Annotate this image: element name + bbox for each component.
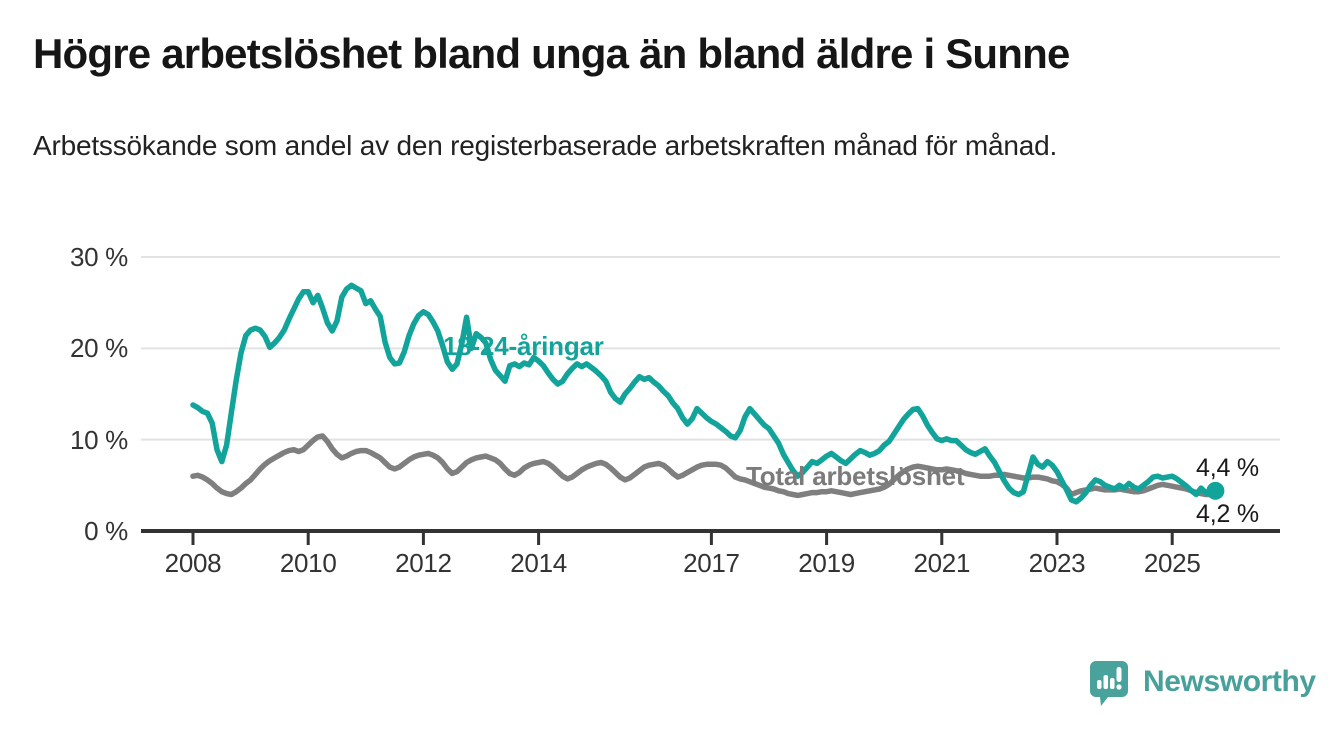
page-title: Högre arbetslöshet bland unga än bland ä…: [33, 30, 1070, 77]
x-axis-label: 2017: [683, 548, 740, 578]
end-point-dot: [1206, 481, 1225, 500]
chart-subtitle: Arbetssökande som andel av den registerb…: [33, 130, 1058, 161]
x-axis-label: 2010: [279, 548, 337, 578]
y-axis-label: 30 %: [69, 242, 128, 272]
end-value-label-total: 4,2 %: [1196, 500, 1259, 528]
series-label-youth: 18-24-åringar: [443, 331, 604, 361]
x-axis-label: 2014: [510, 548, 567, 578]
y-axis-label: 10 %: [69, 424, 128, 455]
x-axis-label: 2023: [1028, 548, 1086, 578]
x-axis-label: 2012: [395, 548, 452, 578]
x-axis-label: 2025: [1143, 548, 1201, 578]
line-youth: [190, 282, 1219, 505]
x-axis-label: 2019: [798, 548, 855, 578]
y-axis-label: 20 %: [69, 333, 128, 364]
newsworthy-wordmark: Newsworthy: [1143, 665, 1316, 698]
series-label-total: Total arbetslöshet: [746, 461, 965, 491]
x-axis-label: 2008: [164, 548, 222, 578]
line-total: [190, 433, 1219, 499]
end-value-label-youth: 4,4 %: [1196, 454, 1259, 482]
x-axis-label: 2021: [913, 548, 971, 578]
newsworthy-bubble-icon: [1090, 661, 1128, 706]
y-axis-label: 0 %: [84, 516, 128, 546]
newsworthy-logo: Newsworthy: [1089, 660, 1316, 710]
